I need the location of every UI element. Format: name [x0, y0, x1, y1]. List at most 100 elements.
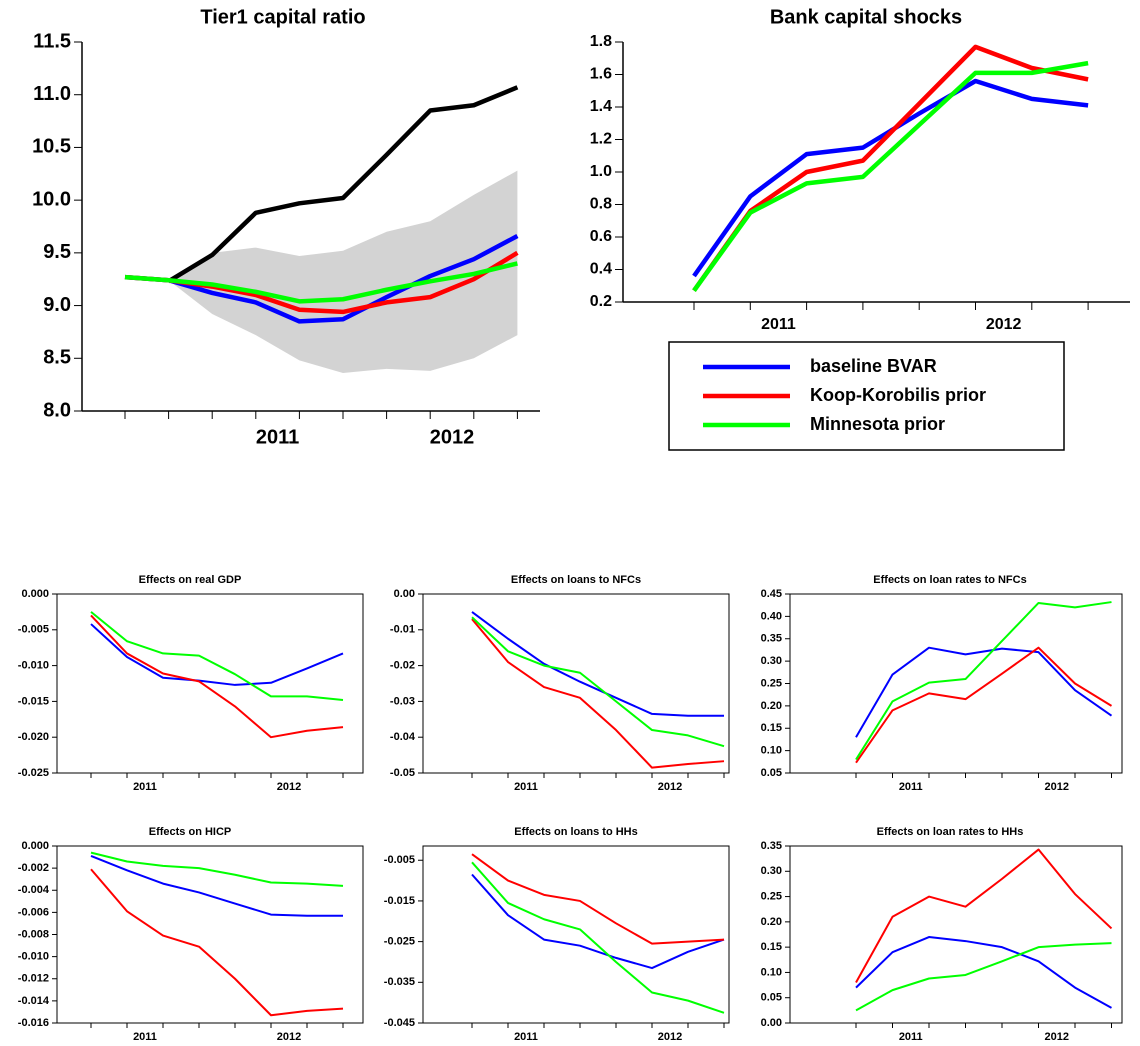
chart-panel: Effects on loans to NFCs 0.00 -0.01 -0.02 -0… — [390, 574, 730, 793]
chart-panel: Effects on loan rates to NFCs 0.05 0.10 0.1… — [761, 574, 1123, 793]
chart-panel: Effects on loan rates to HHs 0.00 0.05 0.10… — [761, 826, 1123, 1043]
plot-frame — [56, 845, 364, 1024]
y-tick-label: 0.25 — [761, 890, 782, 902]
series-line — [855, 848, 1113, 984]
y-tick-label: 0.6 — [590, 228, 612, 245]
chart-panel: Bank capital shocks 0.2 0.4 0.6 0.8 1.0 1.2 1.4… — [590, 6, 1130, 451]
series-line — [471, 873, 725, 970]
series-line — [471, 616, 725, 748]
series-line — [855, 601, 1112, 761]
plot-frame — [422, 593, 730, 774]
y-tick-label: 10.0 — [32, 188, 71, 210]
series-line — [471, 853, 725, 945]
x-tick-label: 2011 — [899, 1031, 923, 1043]
y-tick-label: 0.05 — [761, 992, 782, 1004]
y-tick-label: -0.005 — [18, 624, 49, 636]
plot-frame — [789, 845, 1123, 1024]
y-tick-label: 0.30 — [761, 655, 782, 667]
y-tick-label: 8.5 — [43, 347, 71, 369]
y-tick-label: 0.000 — [21, 840, 49, 852]
series-line — [124, 261, 518, 304]
series-line — [471, 611, 724, 717]
series-line — [124, 234, 519, 324]
plot-frame — [422, 845, 730, 1024]
y-tick-label: -0.045 — [384, 1017, 415, 1029]
x-tick-label: 2011 — [133, 1031, 157, 1043]
series-line — [90, 851, 344, 887]
plot-frame — [56, 593, 364, 774]
series-line — [692, 60, 1089, 292]
series-line — [90, 614, 344, 739]
y-tick-label: 0.000 — [21, 588, 49, 600]
y-tick-label: 1.6 — [590, 66, 612, 83]
series-line — [855, 646, 1113, 764]
y-tick-label: 1.8 — [590, 33, 612, 50]
x-tick-label: 2011 — [899, 781, 923, 793]
chart-panel: Effects on loans to HHs -0.005 -0.015 -0.02… — [384, 826, 730, 1043]
x-tick-label: 2012 — [1045, 781, 1069, 793]
y-tick-label: 1.4 — [590, 98, 612, 115]
y-tick-label: 9.5 — [43, 241, 71, 263]
y-tick-label: -0.010 — [18, 951, 49, 963]
y-tick-label: -0.012 — [18, 973, 49, 985]
y-tick-label: -0.05 — [390, 767, 415, 779]
legend-label: Minnesota prior — [810, 414, 945, 434]
y-tick-label: 0.45 — [761, 588, 782, 600]
y-tick-label: -0.020 — [18, 731, 49, 743]
x-tick-label: 2012 — [658, 781, 682, 793]
y-tick-label: -0.04 — [390, 731, 416, 743]
chart-title: Effects on loans to NFCs — [511, 574, 641, 586]
y-tick-label: -0.014 — [18, 995, 50, 1007]
y-tick-label: 0.10 — [761, 966, 782, 978]
x-tick-label: 2011 — [133, 781, 157, 793]
y-tick-label: -0.025 — [18, 767, 49, 779]
confidence-band — [168, 170, 518, 374]
series-line — [692, 78, 1089, 278]
y-tick-label: 9.0 — [43, 294, 71, 316]
y-tick-label: -0.025 — [384, 936, 415, 948]
series-line — [90, 611, 344, 701]
y-tick-label: 0.00 — [761, 1017, 782, 1029]
y-tick-label: -0.004 — [18, 884, 50, 896]
y-tick-label: 0.25 — [761, 677, 782, 689]
y-tick-label: -0.006 — [18, 906, 49, 918]
y-tick-label: -0.008 — [18, 928, 49, 940]
y-tick-label: 0.00 — [394, 588, 415, 600]
y-tick-label: 1.2 — [590, 131, 612, 148]
y-tick-label: 0.10 — [761, 745, 782, 757]
y-tick-label: -0.005 — [384, 854, 415, 866]
y-tick-label: 1.0 — [590, 163, 612, 180]
x-tick-label: 2011 — [514, 781, 538, 793]
chart-title: Effects on real GDP — [139, 574, 242, 586]
x-tick-label: 2011 — [514, 1031, 538, 1043]
x-tick-label: 2012 — [986, 316, 1022, 333]
plot-frame — [789, 593, 1123, 774]
y-tick-label: -0.015 — [384, 895, 415, 907]
y-tick-label: 0.35 — [761, 633, 782, 645]
y-tick-label: 0.20 — [761, 916, 782, 928]
y-tick-label: -0.010 — [18, 660, 49, 672]
series-line — [855, 942, 1112, 1012]
y-tick-label: -0.03 — [390, 695, 415, 707]
legend-label: Koop-Korobilis prior — [810, 385, 986, 405]
chart-panel: Effects on HICP 0.000 -0.002 -0.004 -0.006 -0… — [18, 826, 364, 1043]
chart-title: Effects on loan rates to HHs — [877, 826, 1024, 838]
chart-panel: Effects on real GDP 0.000 -0.005 -0.010 -0.0… — [18, 574, 364, 793]
x-tick-label: 2011 — [256, 426, 299, 448]
chart-title: Bank capital shocks — [770, 6, 962, 28]
x-tick-label: 2011 — [761, 316, 796, 333]
y-tick-label: 0.35 — [761, 840, 782, 852]
chart-title: Effects on loans to HHs — [514, 826, 637, 838]
y-tick-label: -0.015 — [18, 695, 49, 707]
series-line — [855, 646, 1113, 738]
series-line — [692, 44, 1089, 292]
legend-label: baseline BVAR — [810, 356, 937, 376]
y-tick-label: -0.016 — [18, 1017, 49, 1029]
x-tick-label: 2012 — [430, 426, 475, 448]
chart-title: Effects on HICP — [149, 826, 232, 838]
series-line — [90, 623, 344, 686]
series-line — [90, 868, 344, 1017]
x-tick-label: 2012 — [1045, 1031, 1069, 1043]
series-line — [471, 618, 725, 769]
